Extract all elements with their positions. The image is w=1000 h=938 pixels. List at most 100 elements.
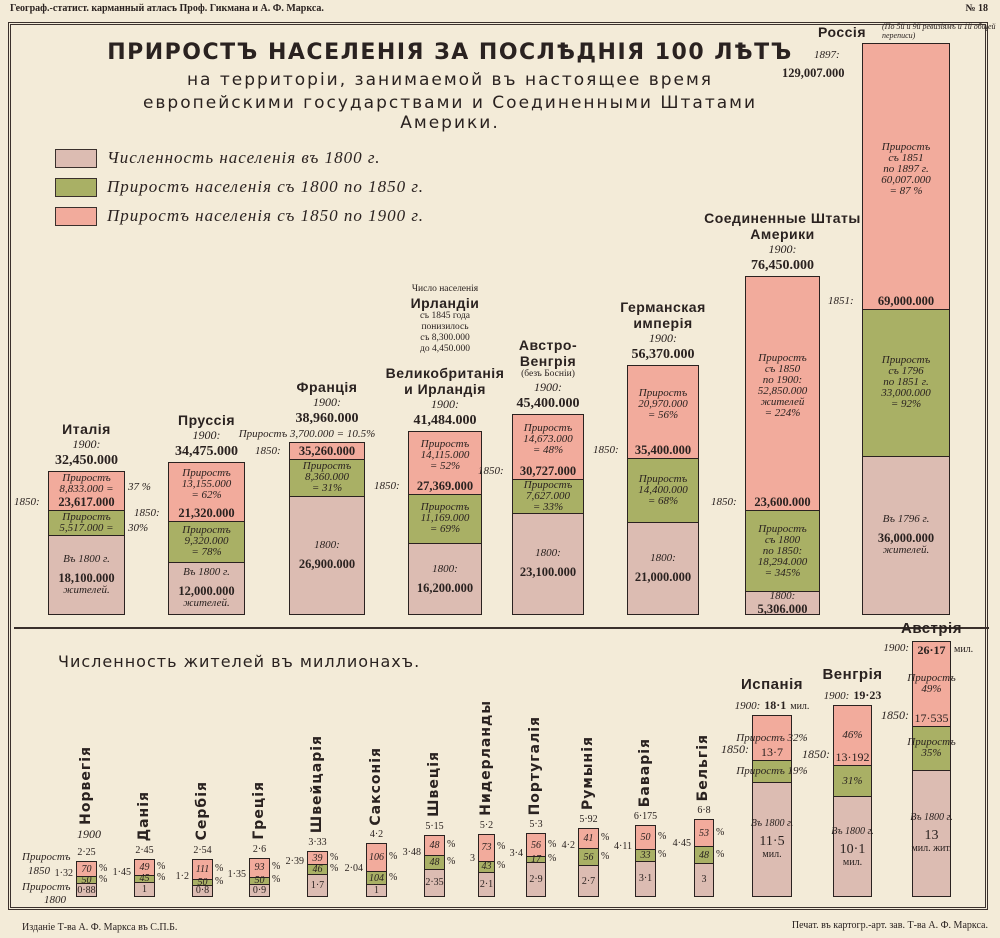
segment-1800-1850: 48 [694, 846, 714, 864]
value-1850: 2·04 [344, 862, 363, 874]
upper-label: = 52% [429, 459, 461, 472]
segment-1800: 2·1 [478, 871, 495, 897]
segment-1800: 1800: 5,306.000 [745, 589, 820, 616]
pct-sign: % [157, 861, 166, 873]
lower-label: Приростъ 19% [736, 764, 808, 777]
segment-1800: 1800: 21,000.000 [627, 521, 699, 615]
pct-sign: % [157, 872, 166, 884]
upper-label: = 48% [532, 443, 564, 456]
year-row: 1900: 19·23 [773, 688, 933, 703]
value-1850: 23,600.000 [754, 495, 811, 510]
lower-label: Приростъ [62, 511, 111, 524]
ireland-note: съ 1845 года [419, 311, 471, 322]
total-value: 56,370.000 [631, 347, 695, 363]
country-name: Австрія [901, 620, 962, 638]
upper-label: жителей [760, 396, 805, 409]
value-1850: 30,727.000 [519, 463, 577, 478]
country-name: Бельгія [695, 734, 711, 802]
value-1800: 2·7 [581, 875, 596, 887]
year-row: 1900: 18·1 мил. [692, 698, 852, 713]
base-label: 23,100.000 [519, 565, 577, 580]
base-label: 1800: [432, 562, 458, 575]
upper-label: Приростъ [881, 140, 931, 153]
value-1900: 2·54 [193, 844, 212, 856]
segment-1800: Въ 1796 г. 36,000.000 жителей. [862, 455, 950, 615]
lower-label: 33,000.000 [881, 387, 931, 400]
legend-swatch [55, 148, 97, 168]
bar-header: Пруссія 1900: 34,475.000 [107, 412, 307, 460]
pct-1800-1850: 45 [139, 873, 150, 885]
value-1850: 1·35 [227, 868, 246, 880]
year-label: 1900: [72, 437, 101, 452]
unit-label: мил. [790, 701, 810, 713]
base-label: Въ 1800 г. [183, 566, 230, 579]
value-1850: 1·45 [112, 866, 131, 878]
segment-1800: Въ 1800 г. 18,100.000 жителей. [48, 534, 125, 615]
lower-label: Приростъ [907, 736, 956, 749]
segment-1800-1850: Приростъ 7,627.000 = 33% [512, 478, 584, 514]
upper-label: Приростъ [420, 437, 470, 450]
country-name: Сербія [193, 781, 210, 841]
pct-1800-1850: 43 [481, 861, 492, 873]
base-label: 36,000.000 [877, 531, 935, 546]
ireland-note: Ирландіи [410, 295, 480, 312]
segment-1800-1850: Приростъ 8,360.000 = 31% [289, 458, 365, 497]
country-name: Германская [620, 299, 706, 316]
ireland-note: Число населенія [411, 284, 479, 295]
value-1800: 3 [701, 874, 707, 886]
unit-label: мил. [954, 644, 974, 656]
chart-subtitle-2: европейскими государствами и Соединенным… [142, 93, 758, 133]
footer-publisher: Изданіе Т-ва А. Ф. Маркса въ С.П.Б. [22, 922, 178, 933]
pct-sign: % [447, 838, 456, 850]
pct-sign: % [658, 831, 667, 843]
value-1850: 13·7 [761, 744, 783, 759]
legend-left-row4: 1800 [44, 894, 66, 906]
upper-label: 49% [921, 682, 942, 695]
chart-title: ПРИРОСТЪ НАСЕЛЕНІЯ ЗА ПОСЛѢДНІЯ 100 ЛѢТЪ [107, 40, 793, 65]
pct-1800-1850: 50 [197, 876, 208, 888]
base-pre: Въ 1800 г. [831, 825, 874, 837]
page-number: № 18 [965, 3, 988, 14]
value-1900: 2·45 [135, 845, 154, 857]
base-label: 5,306.000 [757, 601, 808, 616]
pct-1800-1850: 48 [699, 849, 709, 861]
value-1900: 5·15 [425, 820, 444, 832]
legend-swatch [55, 177, 97, 197]
pct-1800-1850: 46 [312, 863, 323, 875]
segment-1800: 1 [366, 884, 387, 897]
country-name: Данія [135, 791, 152, 842]
pct-sign: % [497, 860, 506, 872]
value-1850: 17·535 [914, 710, 949, 725]
label-1850: 1850: [721, 741, 749, 756]
pct-1850-1900: 56 [531, 839, 541, 851]
year-label: 1900: [883, 642, 909, 655]
segment-1800: 0·88 [76, 883, 97, 897]
segment-1850-1900: Приростъ 49% [907, 641, 956, 727]
country-note: (По 5й и 9й ревизіямъ и 1й общей перепис… [882, 22, 996, 40]
year-label: 1900: [649, 331, 677, 346]
label-1850: 1850: [881, 707, 909, 722]
base-label: 1800: [650, 551, 676, 564]
year-label: 1897: [814, 49, 840, 61]
segment-1850-1900: Приростъ 20,970.000 = 56% [627, 365, 699, 460]
atlas-header: Географ.-статист. карманный атласъ Проф.… [10, 3, 324, 14]
year-label: 1900: [313, 395, 341, 410]
pct-1850-1900: 93 [254, 862, 265, 874]
base-label: 21,000.000 [634, 569, 692, 584]
upper-label: Приростъ 32% [736, 731, 808, 744]
pct-sign: % [497, 841, 506, 853]
country-name: Великобританія [385, 365, 505, 382]
base-label: 1800: [769, 589, 796, 602]
base-label: 1800: [314, 538, 340, 551]
country-name: Россія [818, 24, 866, 40]
country-name: Саксонія [367, 746, 384, 826]
pct-sign: % [601, 850, 610, 862]
lower-label: 18,294.000 [757, 555, 808, 568]
upper-side-label: 37 % [128, 481, 151, 494]
base-label: 1800: [535, 547, 561, 560]
value-1800: 1·7 [310, 879, 325, 891]
bar-header: Италія 1900: 32,450.000 [0, 421, 187, 469]
segment-1850-1900: 106 [366, 843, 387, 872]
upper-label: Приростъ [182, 466, 231, 479]
segment-1800-1850: 31% [833, 765, 872, 798]
